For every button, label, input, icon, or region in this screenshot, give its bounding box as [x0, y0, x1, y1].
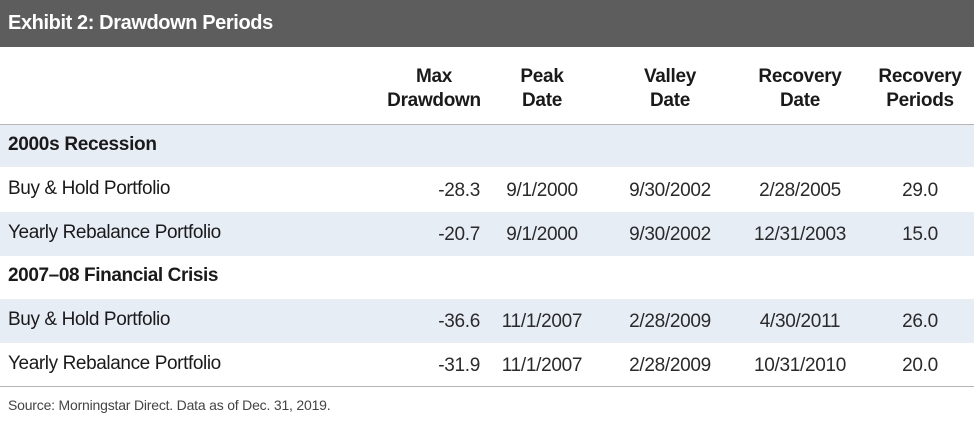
column-header-line: Recovery: [758, 66, 842, 87]
column-header-line: Date: [522, 90, 562, 111]
source-note: Source: Morningstar Direct. Data as of D…: [8, 397, 331, 413]
recovery-periods-cell: 15.0: [902, 224, 938, 245]
column-header-line: Max: [415, 66, 453, 87]
exhibit-title: Exhibit 2: Drawdown Periods: [8, 12, 273, 34]
valley-date-cell: 9/30/2002: [629, 180, 711, 201]
section-row-financial-crisis: 2007–08 Financial Crisis: [0, 256, 974, 299]
column-header-line: Date: [780, 90, 820, 111]
column-header-max-drawdown: Max Drawdown: [368, 65, 500, 113]
valley-date-cell: 9/30/2002: [629, 224, 711, 245]
recovery-date-cell: 10/31/2010: [753, 355, 847, 376]
column-header-line: Periods: [886, 90, 954, 111]
exhibit-title-bar: Exhibit 2: Drawdown Periods: [0, 0, 974, 47]
table-row: Buy & Hold Portfolio -28.3 9/1/2000 9/30…: [0, 168, 974, 212]
recovery-date-cell: 2/28/2005: [759, 180, 841, 201]
recovery-periods-cell: 20.0: [902, 355, 938, 376]
table-row: Buy & Hold Portfolio -36.6 11/1/2007 2/2…: [0, 299, 974, 343]
column-header-line: Valley: [643, 66, 697, 87]
recovery-date-cell: 12/31/2003: [753, 224, 847, 245]
column-header-valley-date: Valley Date: [612, 65, 728, 113]
section-row-2000s-recession: 2000s Recession: [0, 125, 974, 168]
valley-date-cell: 2/28/2009: [629, 355, 711, 376]
peak-date-cell: 9/1/2000: [506, 180, 578, 201]
max-drawdown-cell: -20.7: [438, 224, 480, 245]
recovery-periods-cell: 29.0: [902, 180, 938, 201]
row-label: Buy & Hold Portfolio: [8, 178, 171, 199]
max-drawdown-cell: -36.6: [438, 311, 480, 332]
recovery-date-cell: 4/30/2011: [759, 311, 841, 332]
max-drawdown-cell: -28.3: [438, 180, 480, 201]
section-title: 2000s Recession: [8, 134, 157, 155]
table-row: Yearly Rebalance Portfolio -31.9 11/1/20…: [0, 343, 974, 387]
column-header-recovery-date: Recovery Date: [738, 65, 862, 113]
column-header-row: Max Drawdown Peak Date Valley Date Recov…: [0, 47, 974, 125]
row-label: Yearly Rebalance Portfolio: [8, 353, 221, 374]
recovery-periods-cell: 26.0: [902, 311, 938, 332]
row-label: Yearly Rebalance Portfolio: [8, 222, 221, 243]
column-header-recovery-periods: Recovery Periods: [866, 65, 974, 113]
table-row: Yearly Rebalance Portfolio -20.7 9/1/200…: [0, 212, 974, 256]
column-header-line: Peak: [520, 66, 564, 87]
peak-date-cell: 9/1/2000: [506, 224, 578, 245]
section-title: 2007–08 Financial Crisis: [8, 265, 219, 286]
drawdown-table: Max Drawdown Peak Date Valley Date Recov…: [0, 47, 974, 387]
column-header-peak-date: Peak Date: [490, 65, 594, 113]
peak-date-cell: 11/1/2007: [501, 311, 583, 332]
valley-date-cell: 2/28/2009: [629, 311, 711, 332]
column-header-line: Date: [650, 90, 690, 111]
peak-date-cell: 11/1/2007: [501, 355, 583, 376]
column-header-line: Drawdown: [387, 90, 481, 111]
column-header-line: Recovery: [878, 66, 962, 87]
row-label: Buy & Hold Portfolio: [8, 309, 171, 330]
max-drawdown-cell: -31.9: [438, 355, 480, 376]
